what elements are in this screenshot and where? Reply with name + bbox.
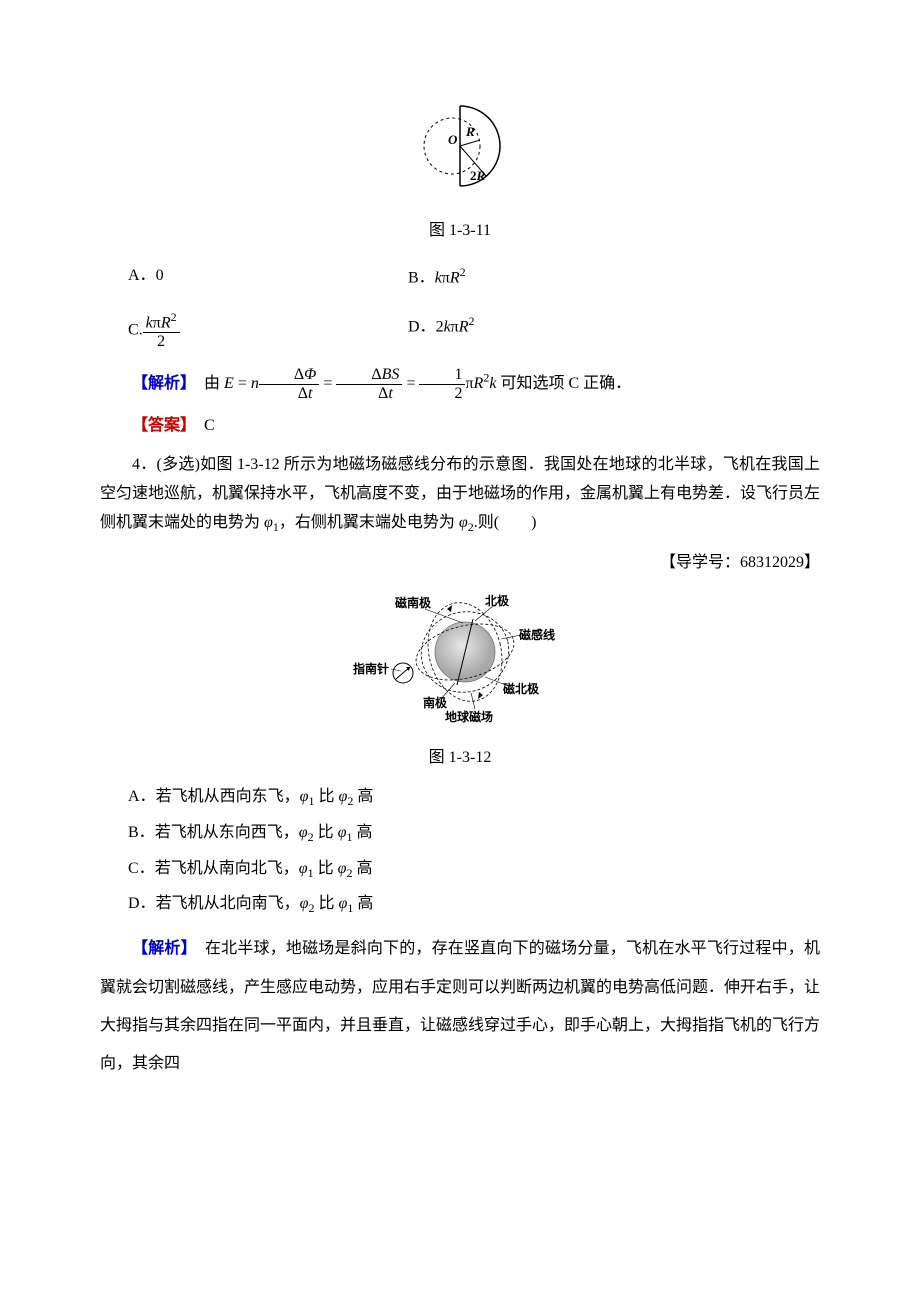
q4-d-pre: 若飞机从北向南飞， <box>156 895 300 912</box>
fig-1-3-12-caption: 图 1-3-12 <box>100 744 820 773</box>
q4-a-label: A． <box>128 788 156 805</box>
q4-text: 4．(多选)如图 1-3-12 所示为地磁场磁感线分布的示意图．我国处在地球的北… <box>100 451 820 538</box>
fig-1-3-12-svg: 磁南极 北极 磁感线 指南针 南极 磁北极 地球磁场 <box>345 587 575 727</box>
q4-phi1: φ <box>264 514 273 531</box>
lbl-mag-north: 磁北极 <box>502 681 540 696</box>
q3-option-d-label: D． <box>408 318 436 335</box>
q3-analysis: 【解析】 由 E = nΔΦΔt = ΔBSΔt = 12πR2k 可知选项 C… <box>100 366 820 402</box>
guide-number: 【导学号：68312029】 <box>100 549 820 578</box>
lbl-south: 南极 <box>423 695 448 710</box>
q4-d-label: D． <box>128 895 156 912</box>
figure-1-3-11: O R 2R 图 1-3-11 <box>100 100 820 246</box>
fig-1-3-11-svg: O R 2R <box>410 100 510 200</box>
q3-option-b-label: B． <box>408 269 435 286</box>
q3-options-row-1: A．0 B．kπR2 <box>128 256 820 299</box>
lbl-fieldline: 磁感线 <box>518 627 555 642</box>
q4-option-d: D．若飞机从北向南飞，φ2 比 φ1 高 <box>128 890 820 920</box>
q3-analysis-suffix: 可知选项 C 正确． <box>496 375 631 392</box>
svg-text:R: R <box>465 124 475 139</box>
q4-suffix: .则( ) <box>474 514 537 531</box>
q3-option-c: C.kπR22 <box>128 311 408 351</box>
guide-number-text: 【导学号：68312029】 <box>660 554 820 571</box>
q3-answer-value: C <box>188 417 215 434</box>
q3-answer: 【答案】 C <box>100 412 820 441</box>
figure-1-3-12: 磁南极 北极 磁感线 指南针 南极 磁北极 地球磁场 图 1-3-12 <box>100 587 820 773</box>
answer-label: 【答案】 <box>132 417 188 434</box>
q3-option-c-label: C. <box>128 321 143 338</box>
lbl-earthfield: 地球磁场 <box>445 709 493 724</box>
q3-option-b: B．kπR2 <box>408 262 688 293</box>
q4-analysis: 【解析】 在北半球，地磁场是斜向下的，存在竖直向下的磁场分量，飞机在水平飞行过程… <box>100 930 820 1084</box>
q3-option-a-value: 0 <box>156 267 164 284</box>
q4-option-b: B．若飞机从东向西飞，φ2 比 φ1 高 <box>128 819 820 849</box>
q4-b-label: B． <box>128 824 155 841</box>
q3-option-a-label: A． <box>128 267 156 284</box>
q3-options-row-2: C.kπR22 D．2kπR2 <box>128 305 820 357</box>
q4-phi2: φ <box>459 514 468 531</box>
q4-option-c: C．若飞机从南向北飞，φ1 比 φ2 高 <box>128 855 820 885</box>
lbl-mag-south: 磁南极 <box>394 595 432 610</box>
q3-option-a: A．0 <box>128 262 408 293</box>
q4-b-pre: 若飞机从东向西飞， <box>155 824 299 841</box>
q4-c-pre: 若飞机从南向北飞， <box>155 860 299 877</box>
q4-c-label: C． <box>128 860 155 877</box>
svg-text:2R: 2R <box>470 168 486 183</box>
svg-text:O: O <box>448 132 458 147</box>
lbl-north: 北极 <box>485 593 510 608</box>
q4-number: 4． <box>132 456 157 473</box>
lbl-compass: 指南针 <box>353 661 389 676</box>
q4-analysis-label: 【解析】 <box>132 940 189 957</box>
q3-analysis-prefix: 由 <box>188 375 220 392</box>
q4-option-a: A．若飞机从西向东飞，φ1 比 φ2 高 <box>128 783 820 813</box>
q3-option-d: D．2kπR2 <box>408 311 688 351</box>
q4-a-pre: 若飞机从西向东飞， <box>156 788 300 805</box>
q4-analysis-text: 在北半球，地磁场是斜向下的，存在竖直向下的磁场分量，飞机在水平飞行过程中，机翼就… <box>100 940 820 1072</box>
q4-mid: ，右侧机翼末端处电势为 <box>279 514 459 531</box>
fig-1-3-11-caption: 图 1-3-11 <box>100 217 820 246</box>
analysis-label: 【解析】 <box>132 375 188 392</box>
